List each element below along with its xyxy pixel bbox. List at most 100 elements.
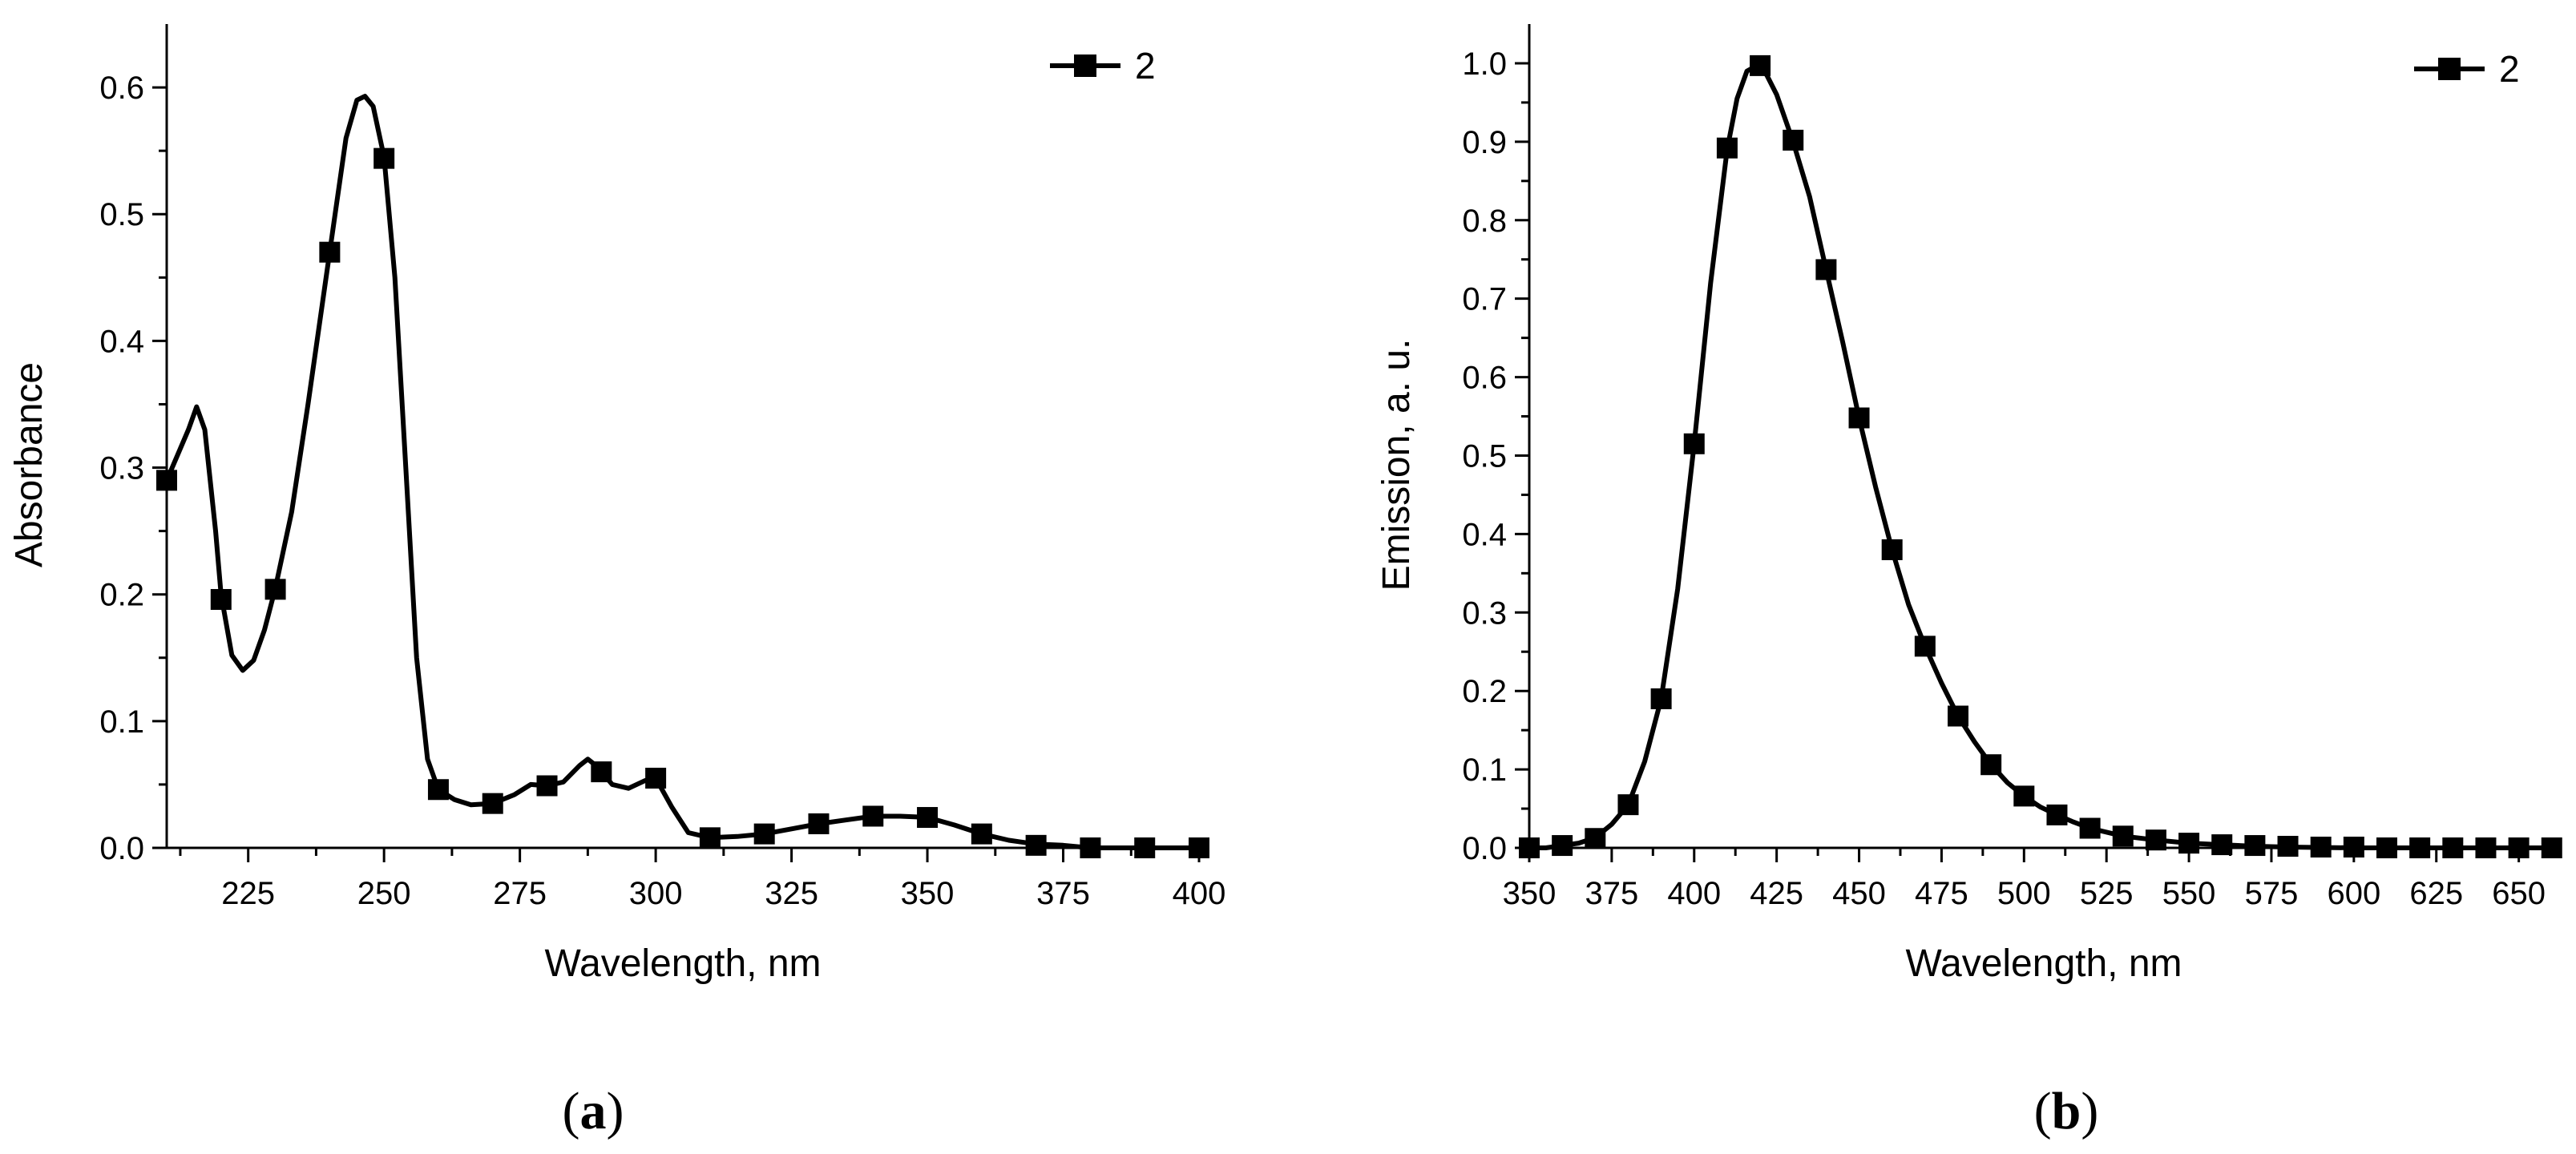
data-point-marker [1783, 129, 1804, 151]
data-point-marker [862, 805, 884, 827]
y-tick-label: 0.3 [99, 451, 144, 486]
data-point-marker [1980, 754, 2002, 776]
data-point-marker [1914, 636, 1936, 657]
legend-label: 2 [1135, 45, 1156, 87]
y-tick-label: 0.4 [99, 324, 144, 359]
data-point-marker [699, 827, 721, 849]
x-tick-label: 450 [1832, 876, 1886, 911]
y-tick-label: 0.5 [1462, 438, 1507, 474]
data-point-marker [373, 147, 395, 169]
data-point-marker [1750, 54, 1771, 76]
y-tick-label: 0.6 [99, 71, 144, 106]
x-tick-label: 350 [901, 876, 955, 911]
x-tick-label: 350 [1503, 876, 1557, 911]
data-point-marker [210, 589, 232, 611]
x-tick-label: 250 [357, 876, 411, 911]
y-tick-label: 0.1 [1462, 753, 1507, 788]
chart-a-absorbance: 225 250 275 300 325 350 375 400 0.0 0.1 0.2 0.3 0.4 0… [8, 24, 1225, 1140]
data-point-marker [1080, 837, 1101, 858]
legend-marker [2438, 58, 2461, 80]
panel-label: (b) [2034, 1082, 2099, 1140]
data-point-marker [2211, 834, 2233, 856]
x-axis-label: Wavelength, nm [544, 942, 821, 985]
y-tick-label: 0.9 [1462, 125, 1507, 160]
y-tick-label: 0.0 [1462, 831, 1507, 866]
x-tick-label: 425 [1750, 876, 1803, 911]
data-point-marker [2112, 825, 2134, 847]
x-axis-label: Wavelength, nm [1905, 942, 2182, 985]
data-point-marker [1683, 433, 1705, 454]
x-tick-label: 650 [2492, 876, 2546, 911]
x-tick-label: 550 [2162, 876, 2216, 911]
x-tick-label: 400 [1667, 876, 1721, 911]
data-point-marker [536, 775, 558, 797]
x-tick-label: 375 [1585, 876, 1639, 911]
panel-label-open: ( [2034, 1082, 2052, 1140]
data-point-marker [319, 241, 341, 263]
y-tick-label: 0.4 [1462, 517, 1507, 552]
data-point-marker [1815, 259, 1837, 280]
x-tick-label: 325 [765, 876, 818, 911]
data-point-marker [2277, 836, 2299, 857]
y-tick-label: 1.0 [1462, 46, 1507, 82]
series-line [164, 94, 1199, 850]
x-tick-label: 475 [1915, 876, 1968, 911]
x-tick-label: 225 [221, 876, 275, 911]
panel-label: (a) [563, 1082, 624, 1140]
data-point-marker [1881, 539, 1903, 560]
data-point-marker [2013, 785, 2035, 807]
legend-marker [1074, 54, 1096, 77]
data-point-marker [2079, 817, 2101, 839]
legend-label: 2 [2499, 48, 2520, 90]
chart-b-emission: 350 375 400 425 450 475 500 525 550 575 600 625 650 0… [1375, 24, 2562, 1140]
data-point-marker [482, 793, 503, 814]
x-tick-label: 300 [629, 876, 683, 911]
data-point-marker [971, 823, 992, 845]
panel-label-close: ) [607, 1082, 624, 1140]
x-tick-label: 575 [2245, 876, 2299, 911]
x-tick-label: 600 [2327, 876, 2380, 911]
data-point-marker [2475, 837, 2497, 858]
y-axis-label: Absorbance [8, 362, 50, 567]
data-point-marker [1848, 407, 1870, 429]
data-point-marker [808, 813, 830, 834]
data-point-marker [2244, 835, 2266, 857]
data-point-marker [753, 823, 775, 845]
data-point-marker [2343, 837, 2364, 858]
y-tick-label: 0.7 [1462, 282, 1507, 317]
data-point-marker [1585, 828, 1606, 849]
data-point-marker [2376, 837, 2397, 858]
data-point-marker [2145, 829, 2166, 851]
data-point-marker [1716, 137, 1738, 159]
y-tick-label: 0.3 [1462, 595, 1507, 631]
data-point-marker [1519, 837, 1540, 858]
data-point-marker [917, 807, 939, 829]
y-tick-label: 0.6 [1462, 361, 1507, 396]
data-point-marker [1552, 835, 1573, 857]
data-point-marker [1025, 834, 1047, 856]
data-point-marker [1948, 705, 1968, 727]
panel-label-letter: a [580, 1082, 607, 1140]
data-point-marker [1134, 837, 1156, 858]
data-point-marker [264, 579, 286, 600]
data-point-marker [2442, 837, 2464, 858]
data-point-marker [591, 761, 612, 783]
x-tick-label: 400 [1173, 876, 1226, 911]
x-tick-label: 275 [493, 876, 547, 911]
y-tick-label: 0.2 [99, 578, 144, 613]
x-tick-label: 375 [1036, 876, 1090, 911]
y-tick-label: 0.8 [1462, 204, 1507, 239]
data-point-marker [1617, 794, 1639, 816]
data-point-marker [2409, 837, 2431, 858]
data-point-marker [156, 470, 177, 491]
x-tick-label: 625 [2409, 876, 2463, 911]
data-point-marker [1189, 837, 1209, 858]
data-point-marker [645, 768, 667, 789]
y-tick-label: 0.1 [99, 704, 144, 740]
panel-label-letter: b [2052, 1082, 2081, 1140]
panel-label-close: ) [2081, 1082, 2098, 1140]
data-point-marker [2541, 837, 2562, 858]
y-axis-label: Emission, a. u. [1375, 339, 1418, 591]
y-tick-label: 0.2 [1462, 674, 1507, 709]
